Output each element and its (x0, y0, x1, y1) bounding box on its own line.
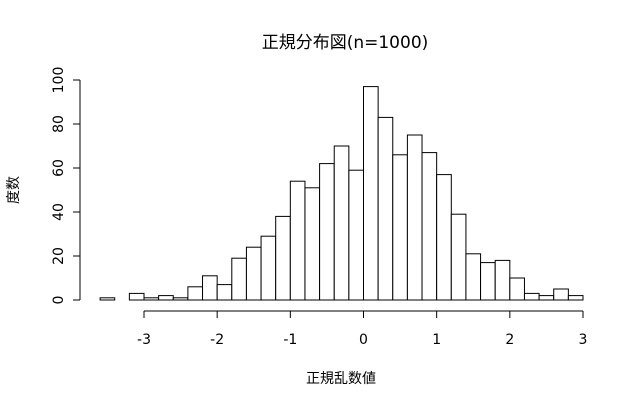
histogram-bar (363, 86, 379, 301)
histogram-bar (231, 257, 247, 301)
y-tick-label: 20 (51, 247, 67, 265)
histogram-bar (406, 134, 423, 301)
chart-title: 正規分布図(n=1000) (262, 33, 429, 53)
x-tick-label: -1 (283, 332, 297, 348)
histogram-bar (187, 286, 204, 301)
y-tick-label: 80 (51, 115, 67, 133)
histogram-bar (348, 169, 364, 301)
histogram-bar (421, 152, 438, 301)
histogram-bar (216, 284, 233, 301)
histogram-bar (523, 292, 540, 301)
histogram-bar (289, 180, 306, 301)
histogram-bar (392, 154, 408, 301)
histogram-bar (304, 187, 321, 301)
y-tick-label: 60 (51, 159, 67, 177)
y-tick-label: 0 (51, 296, 67, 305)
histogram-bar (245, 246, 262, 301)
x-axis: -3 -2 -1 0 1 2 3 (137, 310, 588, 348)
histogram-bar (509, 277, 525, 301)
histogram-bar (538, 295, 555, 301)
histogram-bar (450, 213, 467, 301)
x-tick-label: 2 (505, 332, 514, 348)
histogram-bar (465, 253, 482, 301)
histogram-bar (202, 275, 218, 301)
x-tick-label: 1 (432, 332, 441, 348)
histogram-bar (158, 295, 174, 301)
histogram-bar (128, 292, 145, 301)
x-axis-label: 正規乱数値 (306, 371, 376, 387)
x-tick-label: 3 (579, 332, 588, 348)
histogram-bar (319, 163, 335, 301)
y-tick-label: 40 (51, 203, 67, 221)
y-axis-label: 度数 (6, 176, 22, 204)
histogram-bar (99, 297, 116, 301)
x-tick-label: 0 (359, 332, 368, 348)
histogram-bar (275, 215, 291, 301)
histogram-bar (377, 116, 394, 301)
histogram-bar (333, 145, 350, 301)
histogram-bar (480, 262, 496, 301)
histogram-bar (143, 297, 160, 301)
histogram-bar (494, 259, 511, 301)
y-tick-label: 100 (51, 67, 67, 94)
histogram-bar (436, 174, 452, 301)
y-axis: 0 20 40 60 80 100 (51, 67, 81, 305)
histogram-bar (260, 235, 277, 301)
x-tick-label: -2 (210, 332, 224, 348)
histogram-bar (553, 288, 569, 301)
histogram-bar (567, 295, 584, 301)
x-tick-label: -3 (137, 332, 151, 348)
histogram-bar (172, 297, 189, 301)
histogram-bars (99, 86, 584, 301)
